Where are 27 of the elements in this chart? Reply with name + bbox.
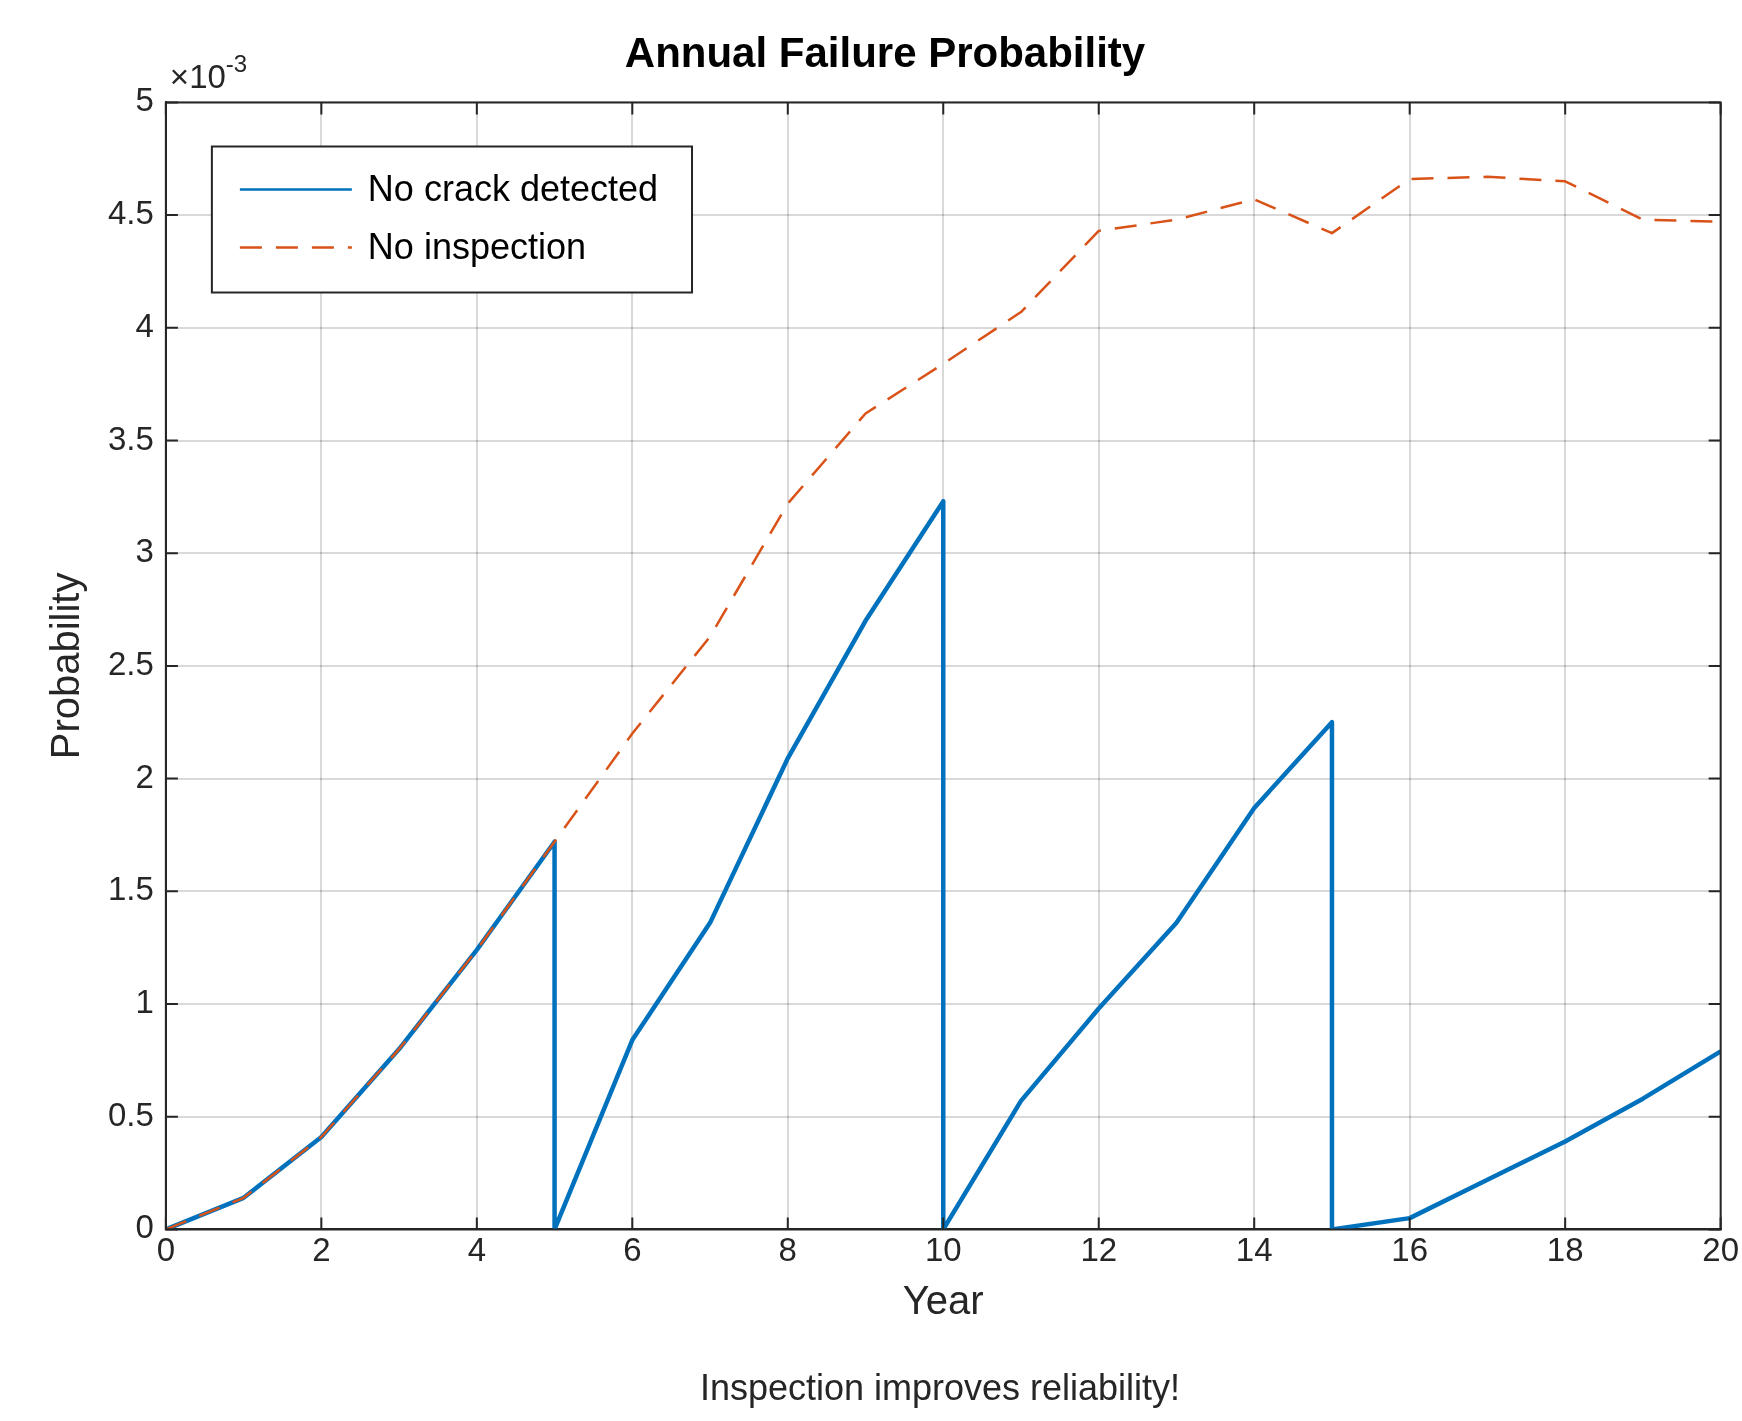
y-tick-label: 2 <box>135 757 154 795</box>
y-tick-label: 0 <box>135 1208 154 1246</box>
x-tick-label: 8 <box>778 1231 797 1269</box>
legend-label: No crack detected <box>367 168 659 210</box>
y-tick-label: 4.5 <box>108 194 154 232</box>
chart-title: Annual Failure Probability <box>624 28 1146 76</box>
x-tick-label: 16 <box>1391 1231 1429 1269</box>
x-tick-label: 2 <box>312 1231 331 1269</box>
y-tick-label: 0.5 <box>108 1095 154 1133</box>
y-tick-label: 5 <box>135 81 154 119</box>
x-axis-title: Year <box>902 1278 984 1323</box>
x-tick-label: 10 <box>924 1231 962 1269</box>
y-tick-label: 1 <box>135 983 154 1021</box>
y-tick-label: 3.5 <box>108 419 154 457</box>
legend-label: No inspection <box>367 226 587 268</box>
text: Inspection improves reliability! <box>699 1367 1181 1408</box>
x-tick-label: 12 <box>1080 1231 1118 1269</box>
x-tick-label: 18 <box>1546 1231 1584 1269</box>
y-axis-title: Probability <box>43 572 88 760</box>
y-tick-label: 3 <box>135 532 154 570</box>
x-tick-label: 6 <box>623 1231 642 1269</box>
x-tick-label: 14 <box>1235 1231 1273 1269</box>
x-tick-label: 20 <box>1702 1231 1740 1269</box>
y-tick-label: 1.5 <box>108 870 154 908</box>
x-tick-label: 4 <box>467 1231 487 1269</box>
y-tick-label: 4 <box>135 306 154 344</box>
y-tick-label: 2.5 <box>108 644 154 682</box>
